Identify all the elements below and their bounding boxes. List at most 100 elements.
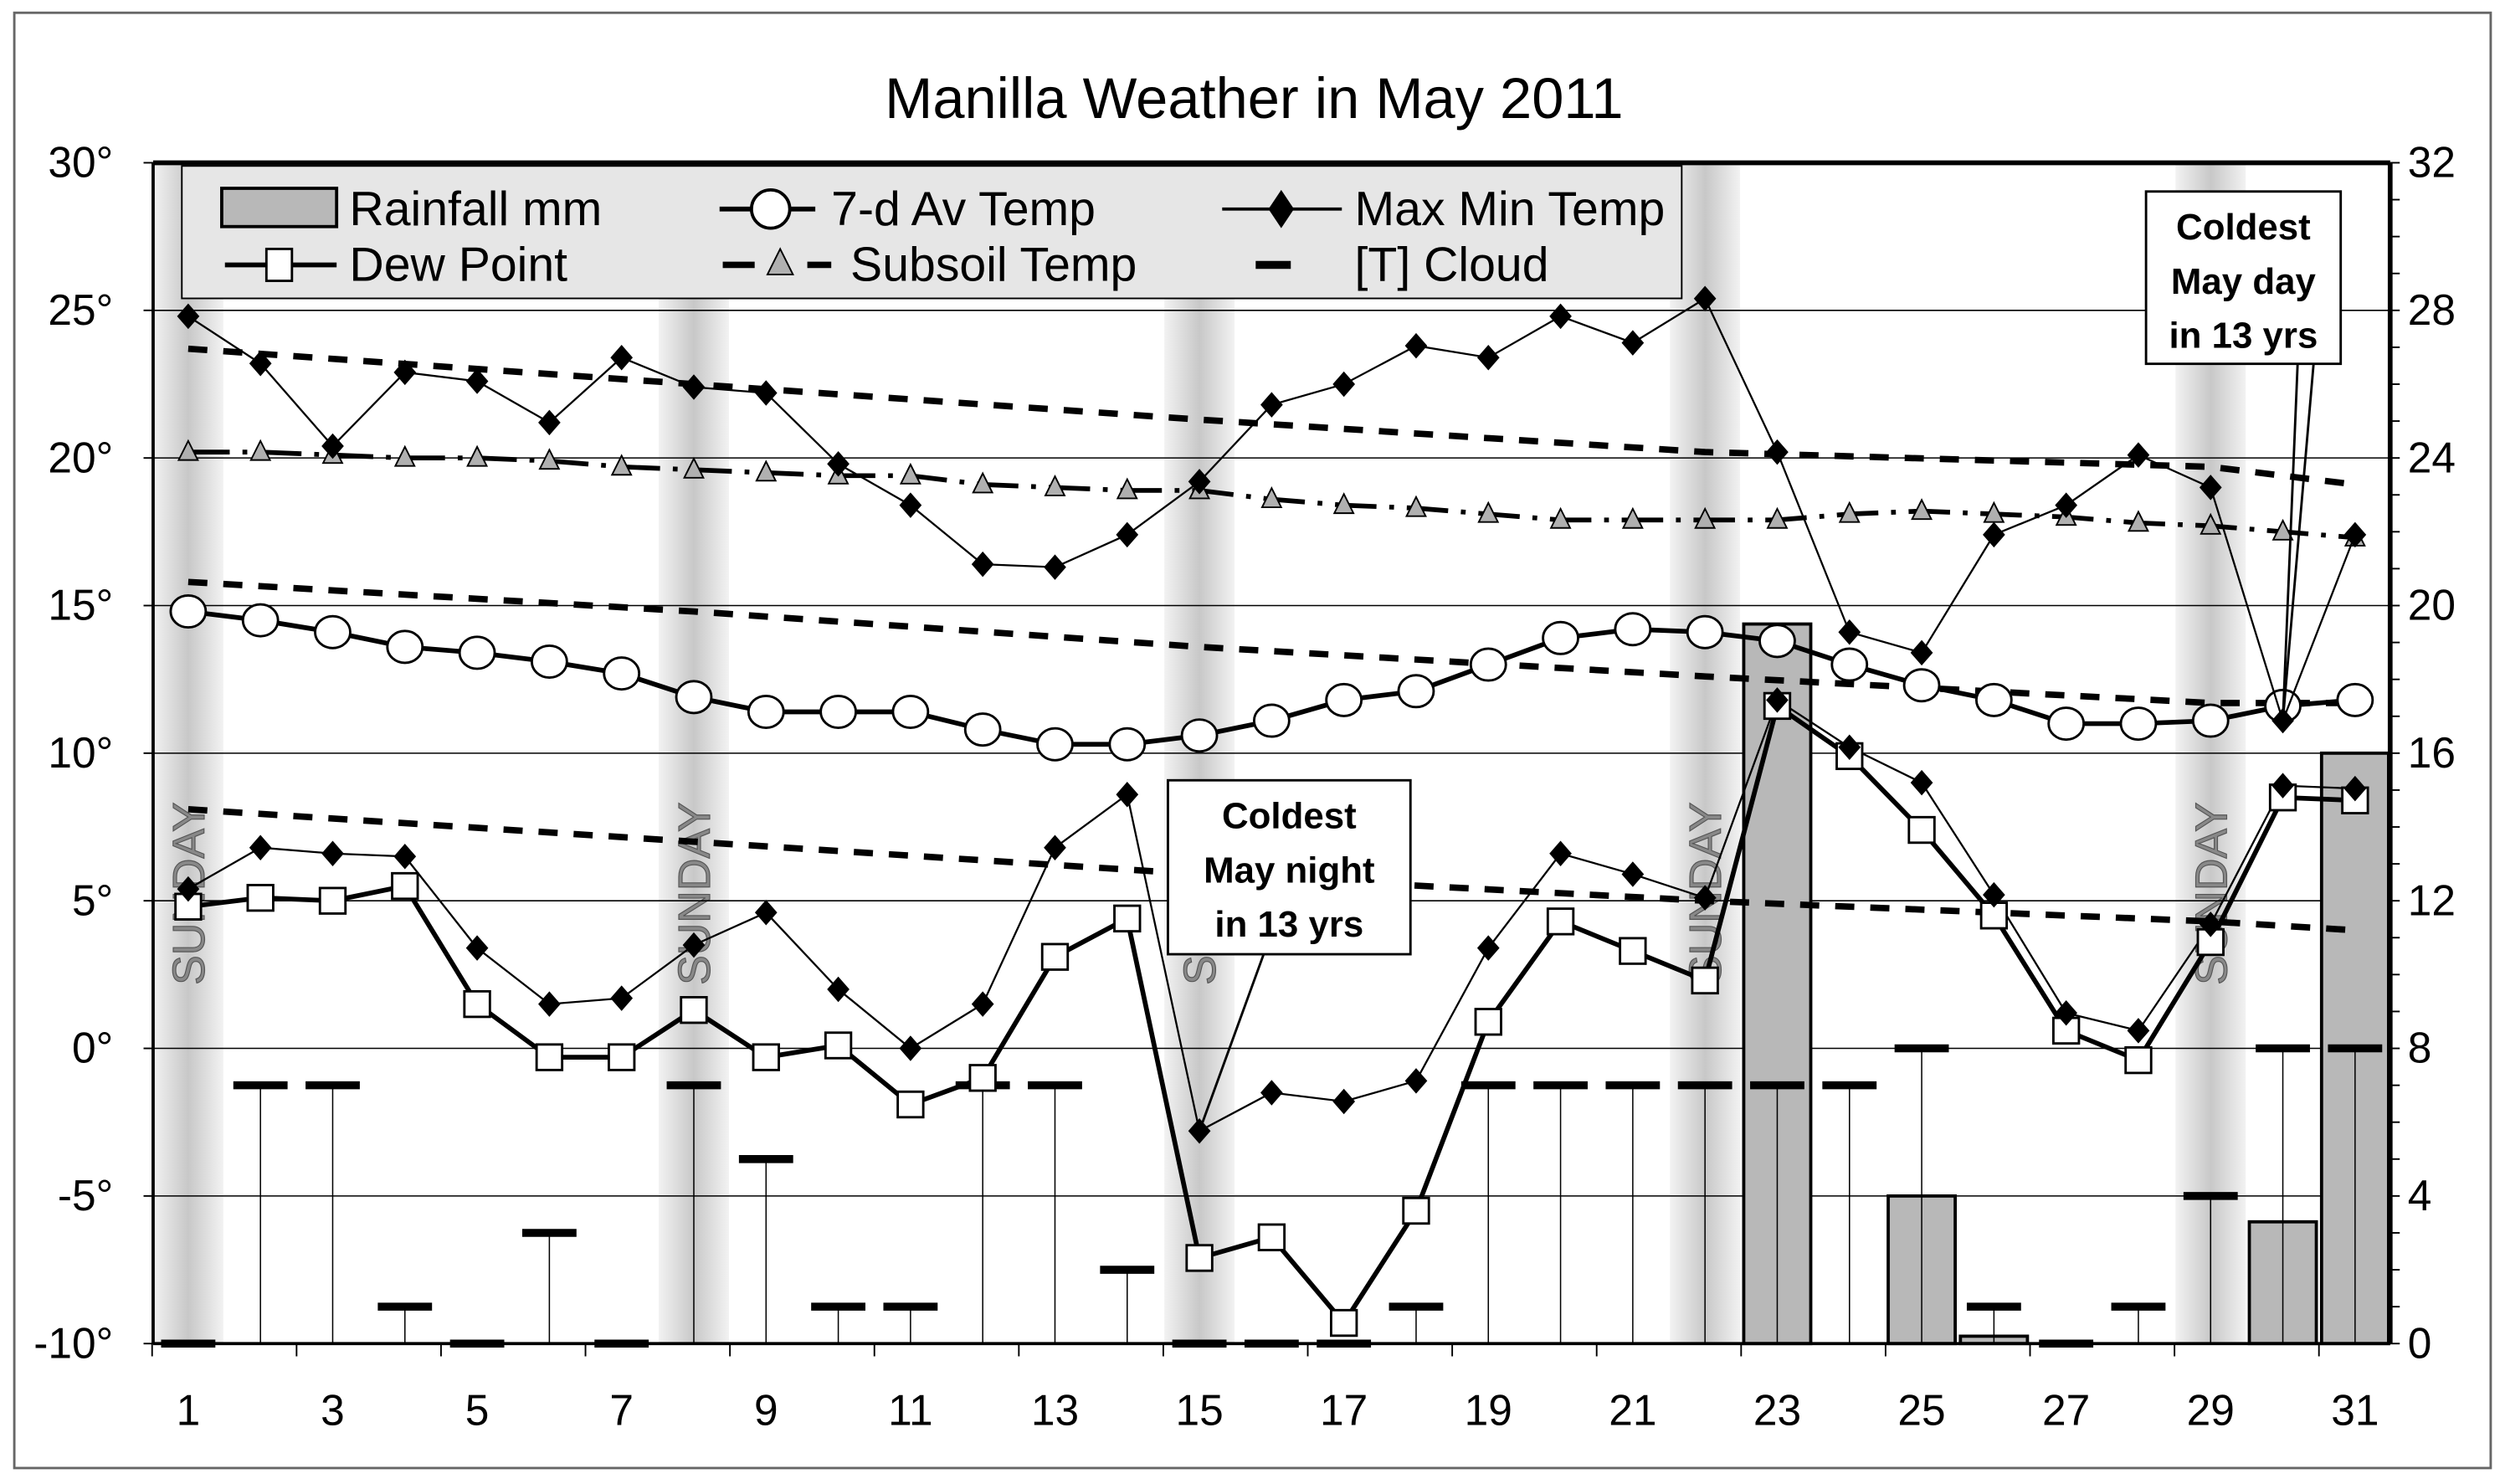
subsoil-point — [1838, 501, 1861, 523]
avg-temp-point — [2191, 703, 2230, 738]
avg-temp-point — [530, 644, 568, 680]
max-temp-point — [465, 368, 489, 394]
avg-temp-point — [1902, 668, 1941, 703]
subsoil-point — [249, 439, 272, 461]
legend-subsoil: Subsoil Temp — [850, 239, 1137, 292]
legend: Rainfall mm 7-d Av Temp Max Min Temp Dew… — [181, 165, 1683, 300]
min-temp-point — [610, 985, 634, 1011]
x-tick-label: 3 — [321, 1385, 345, 1434]
subsoil-point — [1621, 506, 1644, 529]
dew-point-point — [1691, 966, 1719, 995]
x-tick-label: 7 — [609, 1385, 634, 1434]
left-tick-label: 10° — [48, 728, 113, 777]
annotation-box — [2144, 190, 2343, 366]
min-temp-point — [1404, 1068, 1428, 1094]
subsoil-point — [177, 439, 199, 461]
dew-point-point — [535, 1043, 564, 1071]
x-tick-label: 17 — [1320, 1385, 1368, 1434]
max-temp-point — [754, 380, 778, 406]
annotation-text: Coldest — [2176, 207, 2311, 248]
right-tick-label: 8 — [2408, 1024, 2432, 1072]
max-temp-point — [1260, 392, 1283, 418]
annotation-box — [1167, 778, 1412, 956]
subsoil-point — [393, 444, 416, 467]
max-temp-point — [2127, 442, 2150, 468]
left-tick-label: 5° — [72, 876, 113, 924]
subsoil-point — [1911, 498, 1933, 521]
min-temp-point — [682, 932, 706, 958]
annotation-text: Coldest — [1222, 795, 1357, 836]
max-temp-point — [538, 409, 561, 436]
avg-temp-point — [458, 635, 496, 670]
normal-reference-line — [187, 345, 2356, 488]
left-tick-label: 15° — [48, 581, 113, 629]
min-temp-point — [1044, 834, 1066, 860]
x-tick-label: 29 — [2187, 1385, 2235, 1434]
subsoil-point — [1116, 477, 1138, 500]
avg-temp-point — [2047, 706, 2086, 742]
x-tick-label: 27 — [2042, 1385, 2090, 1434]
subsoil-point — [1694, 506, 1717, 529]
avg-temp-point — [1108, 727, 1147, 762]
dew-point-point — [2268, 783, 2297, 812]
dew-point-point — [1402, 1196, 1430, 1225]
legend-box — [181, 165, 1683, 300]
min-temp-point — [393, 844, 417, 870]
subsoil-point — [1549, 506, 1572, 529]
avg-temp-point — [386, 629, 424, 665]
subsoil-point — [2200, 512, 2222, 535]
min-temp-point — [1549, 840, 1572, 867]
right-tick-label: 32 — [2408, 138, 2456, 187]
right-tick-label: 20 — [2408, 581, 2456, 629]
dew-point-point — [1185, 1244, 1214, 1272]
dew-point-point — [1257, 1223, 1286, 1251]
legend-rainfall: Rainfall mm — [349, 182, 602, 236]
avg-temp-point — [963, 712, 1002, 747]
avg-temp-point — [2336, 682, 2374, 717]
avg-temp-point — [169, 594, 208, 629]
max-temp-point — [177, 303, 200, 330]
max-temp-point — [1549, 303, 1572, 330]
x-tick-label: 15 — [1175, 1385, 1223, 1434]
annotation-pointer — [1198, 953, 1265, 1132]
min-temp-point — [754, 900, 778, 926]
right-tick-label: 0 — [2408, 1318, 2432, 1367]
dew-point-point — [318, 886, 347, 915]
avg-temp-point — [2119, 706, 2158, 742]
avg-temp-point — [314, 614, 352, 650]
legend-7d-avg: 7-d Av Temp — [831, 182, 1096, 236]
min-temp-point — [1476, 935, 1500, 961]
dew-point-point — [1329, 1308, 1358, 1338]
avg-temp-point — [1758, 624, 1796, 659]
avg-temp-point — [241, 603, 280, 638]
subsoil-point — [899, 462, 921, 485]
dew-point-point — [1474, 1008, 1502, 1036]
dew-point-point — [752, 1043, 780, 1071]
avg-temp-point — [1036, 727, 1074, 762]
annotation-pointer — [2282, 363, 2299, 721]
subsoil-point — [1766, 506, 1789, 529]
dew-point-point — [1907, 815, 1936, 845]
avg-temp-point — [1325, 682, 1363, 717]
x-tick-label: 31 — [2331, 1385, 2379, 1434]
subsoil-point — [1477, 501, 1500, 523]
subsoil-point — [755, 460, 778, 482]
max-temp-point — [682, 374, 706, 400]
subsoil-point — [2127, 510, 2149, 532]
avg-temp-point — [1397, 674, 1435, 709]
legend-subsoil-marker — [766, 247, 794, 275]
x-tick-label: 9 — [754, 1385, 778, 1434]
min-temp-point — [465, 935, 489, 961]
dew-point-point — [463, 989, 491, 1019]
avg-temp-point — [1686, 614, 1724, 650]
subsoil-point — [683, 456, 705, 479]
x-tick-label: 5 — [465, 1385, 490, 1434]
max-temp-point — [1332, 371, 1356, 398]
avg-temp-point — [747, 694, 785, 729]
min-temp-point — [1260, 1080, 1283, 1106]
left-tick-label: 0° — [72, 1024, 113, 1072]
left-tick-label: -10° — [33, 1318, 113, 1367]
legend-maxmin-marker — [1268, 189, 1295, 229]
min-temp-point — [827, 976, 850, 1003]
avg-temp-point — [1974, 682, 2013, 717]
